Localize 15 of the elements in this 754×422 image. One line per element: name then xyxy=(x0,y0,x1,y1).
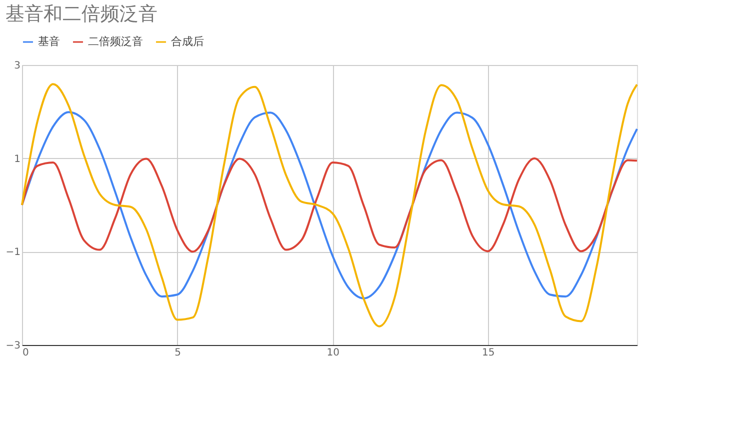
y-tick-label: 1 xyxy=(14,154,20,165)
y-tick-label: 3 xyxy=(14,60,20,72)
legend-label: 合成后 xyxy=(171,35,204,48)
line-series xyxy=(21,157,638,253)
y-tick-label: −1 xyxy=(6,247,20,258)
x-tick-label: 0 xyxy=(22,348,29,358)
legend-label: 基音 xyxy=(38,35,60,48)
legend-label: 二倍频泛音 xyxy=(88,35,143,48)
x-tick-label: 5 xyxy=(174,348,181,358)
line-series xyxy=(21,83,638,328)
x-tick-label: 15 xyxy=(482,348,495,358)
x-tick-label: 10 xyxy=(326,348,340,358)
chart-title: 基音和二倍频泛音 xyxy=(5,3,158,25)
line-series xyxy=(21,111,638,300)
y-tick-label: −3 xyxy=(6,340,20,352)
